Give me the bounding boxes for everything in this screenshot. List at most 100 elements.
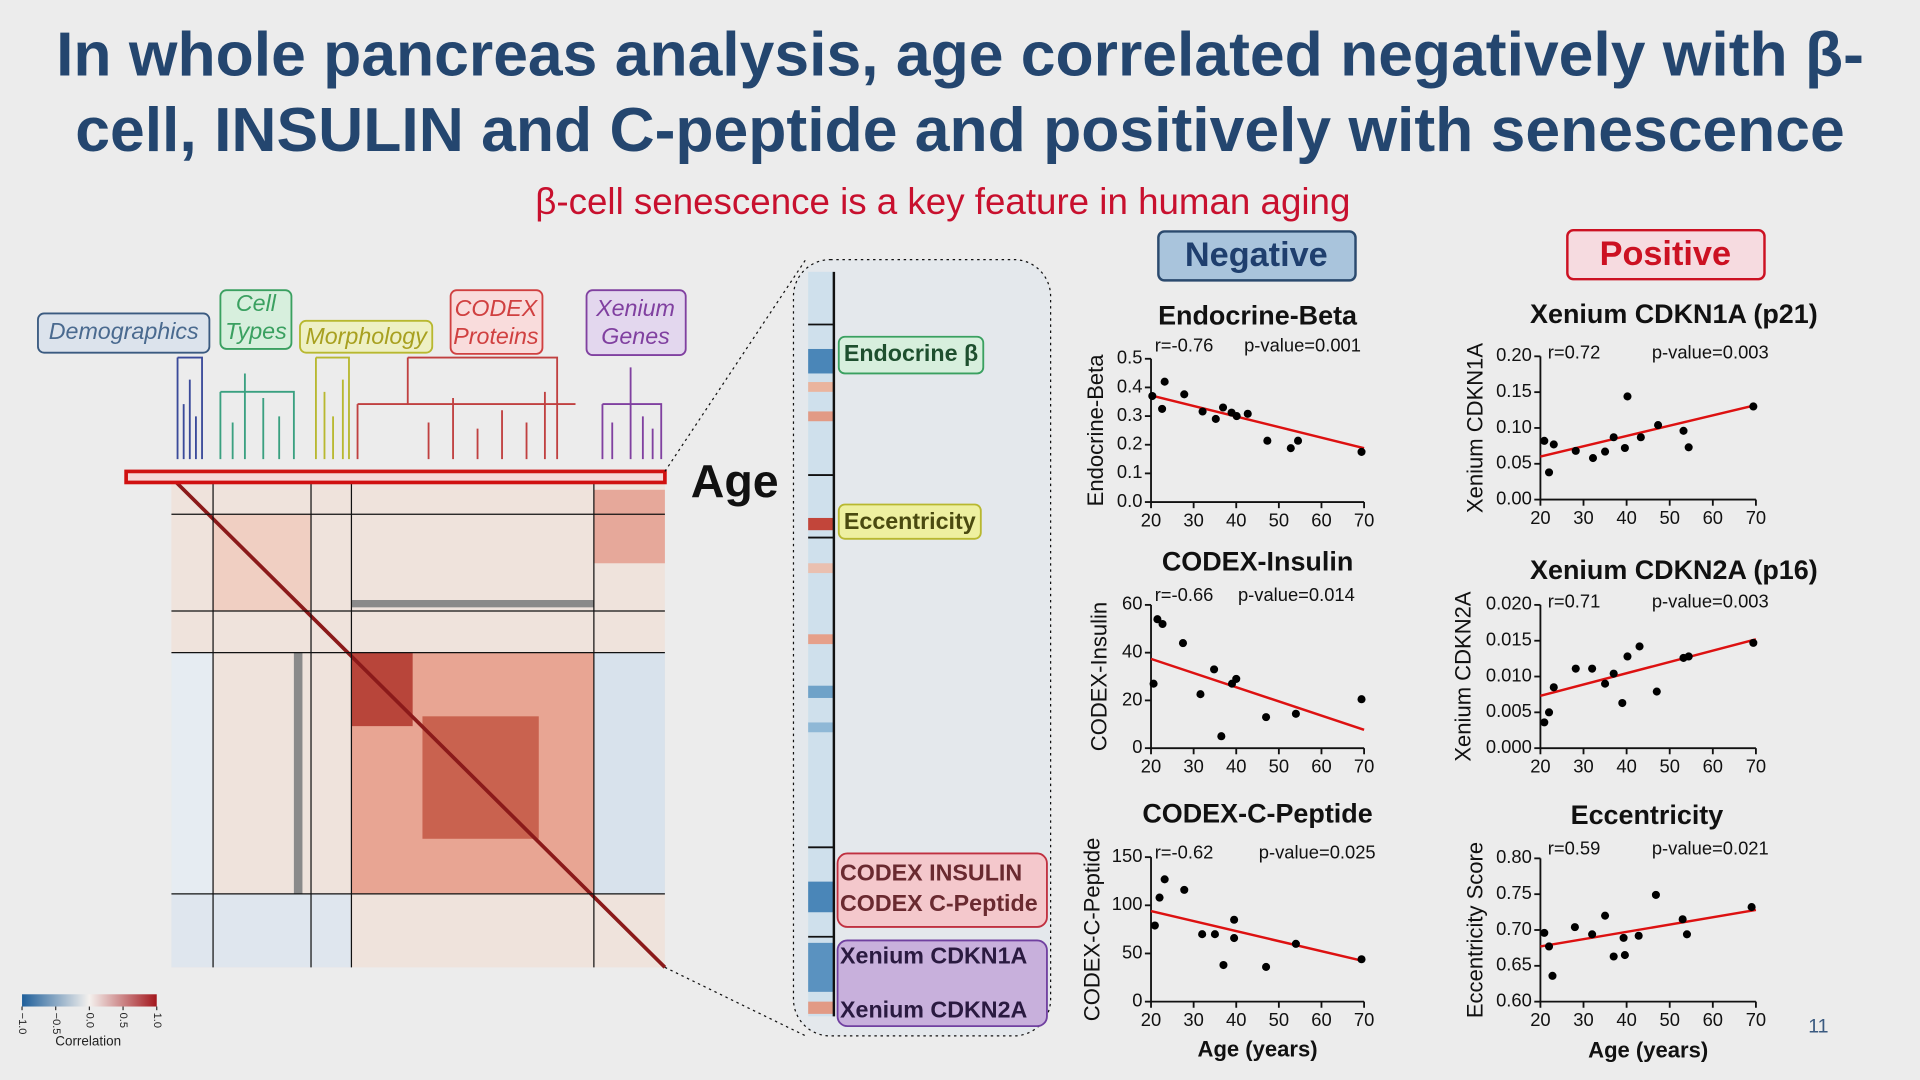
point [1158, 404, 1167, 413]
point [1198, 930, 1207, 939]
point [1160, 875, 1169, 884]
point [1291, 709, 1300, 718]
point [1623, 392, 1632, 401]
x-tick-label: 60 [1311, 1009, 1331, 1030]
y-tick-label: 0.75 [1496, 882, 1532, 903]
chart-title: Xenium CDKN1A (p21) [1530, 299, 1818, 329]
chart-title: Eccentricity [1571, 800, 1724, 830]
x-tick-label: 20 [1141, 509, 1161, 530]
strip-label: Endocrine β [844, 340, 978, 366]
x-tick-label: 50 [1269, 756, 1289, 777]
x-tick-label: 70 [1746, 507, 1766, 528]
fit-line [1150, 657, 1365, 731]
y-tick-label: 0.000 [1486, 736, 1532, 757]
x-tick-label: 40 [1226, 756, 1246, 777]
group-box [219, 289, 293, 350]
annotation: p-value=0.014 [1238, 584, 1355, 605]
point [1601, 447, 1610, 456]
y-tick-label: 40 [1122, 640, 1142, 661]
chart-title: Endocrine-Beta [1158, 300, 1358, 330]
group-label: Proteins [453, 323, 539, 349]
point [1678, 915, 1687, 924]
slide-title: In whole pancreas analysis, age correlat… [56, 19, 1864, 89]
point [1357, 447, 1366, 456]
x-tick-label: 60 [1311, 509, 1331, 530]
point [1210, 665, 1219, 674]
y-tick-label: 0.3 [1117, 404, 1143, 425]
group-label: Morphology [305, 323, 428, 349]
point [1588, 454, 1598, 463]
point [1634, 931, 1643, 940]
annotation: r=0.59 [1548, 838, 1601, 859]
y-tick-label: 50 [1122, 941, 1142, 962]
point [1588, 930, 1597, 939]
y-tick-label: 0 [1132, 736, 1142, 757]
group-label: Demographics [49, 318, 199, 344]
x-tick-label: 30 [1183, 509, 1203, 530]
x-tick-label: 30 [1183, 1009, 1203, 1030]
point [1148, 391, 1157, 401]
point [1549, 683, 1558, 692]
point [1588, 664, 1597, 673]
point [1243, 409, 1252, 418]
y-tick-label: 0.10 [1496, 416, 1532, 437]
x-tick-label: 50 [1660, 507, 1680, 528]
chart-title: Xenium CDKN2A (p16) [1530, 555, 1818, 585]
y-tick-label: 0.005 [1486, 700, 1532, 721]
point [1601, 679, 1610, 688]
point [1230, 915, 1239, 924]
heatmap [124, 469, 667, 969]
group-label: Cell [236, 290, 277, 316]
strip-box [837, 503, 982, 540]
y-tick-label: 0.20 [1496, 344, 1532, 365]
point [1178, 639, 1188, 648]
point [1263, 436, 1272, 445]
point [1291, 939, 1300, 948]
annotation: p-value=0.025 [1259, 841, 1376, 862]
group-label: Types [225, 318, 287, 344]
point [1357, 695, 1366, 704]
fit-line [1540, 908, 1757, 948]
subtitle: β-cell senescence is a key feature in hu… [535, 181, 1350, 222]
x-tick-label: 60 [1703, 507, 1723, 528]
strip-label: Xenium CDKN1A [840, 943, 1028, 969]
y-axis-label: Eccentricity Score [1463, 842, 1488, 1018]
x-tick-label: 30 [1573, 756, 1593, 777]
point [1571, 446, 1580, 455]
point [1747, 903, 1756, 912]
y-axis-label: Xenium CDKN2A [1450, 591, 1475, 761]
x-tick-label: 50 [1660, 756, 1680, 777]
chart-title: CODEX-C-Peptide [1142, 799, 1372, 829]
x-tick-label: 50 [1269, 1009, 1289, 1030]
strip-label: Eccentricity [844, 508, 976, 534]
point [1232, 674, 1241, 683]
x-tick-label: 40 [1226, 1009, 1246, 1030]
point [1620, 951, 1629, 960]
y-tick-label: 0.2 [1117, 433, 1143, 454]
point [1540, 436, 1549, 445]
zoom-box [792, 258, 1052, 1037]
colorbar-tick-label: 1.0 [151, 1013, 163, 1028]
annotation: r=-0.62 [1155, 841, 1214, 862]
x-tick-label: 70 [1354, 756, 1374, 777]
point [1160, 377, 1169, 386]
point [1262, 962, 1271, 971]
point [1293, 436, 1303, 445]
point [1544, 942, 1554, 951]
x-tick-label: 70 [1354, 1009, 1374, 1030]
point [1682, 930, 1691, 939]
y-tick-label: 0.80 [1496, 846, 1532, 867]
positive-box [1566, 228, 1766, 281]
fit-line [1540, 638, 1757, 698]
point [1609, 669, 1618, 678]
y-tick-label: 0.1 [1117, 461, 1143, 482]
point [1570, 923, 1579, 932]
point [1651, 890, 1660, 899]
y-tick-label: 0.15 [1496, 380, 1532, 401]
group-label: CODEX [455, 295, 539, 321]
point [1149, 679, 1158, 688]
point [1210, 930, 1219, 939]
x-tick-label: 20 [1530, 1009, 1550, 1030]
point [1217, 732, 1226, 741]
dendrogram [176, 356, 663, 460]
